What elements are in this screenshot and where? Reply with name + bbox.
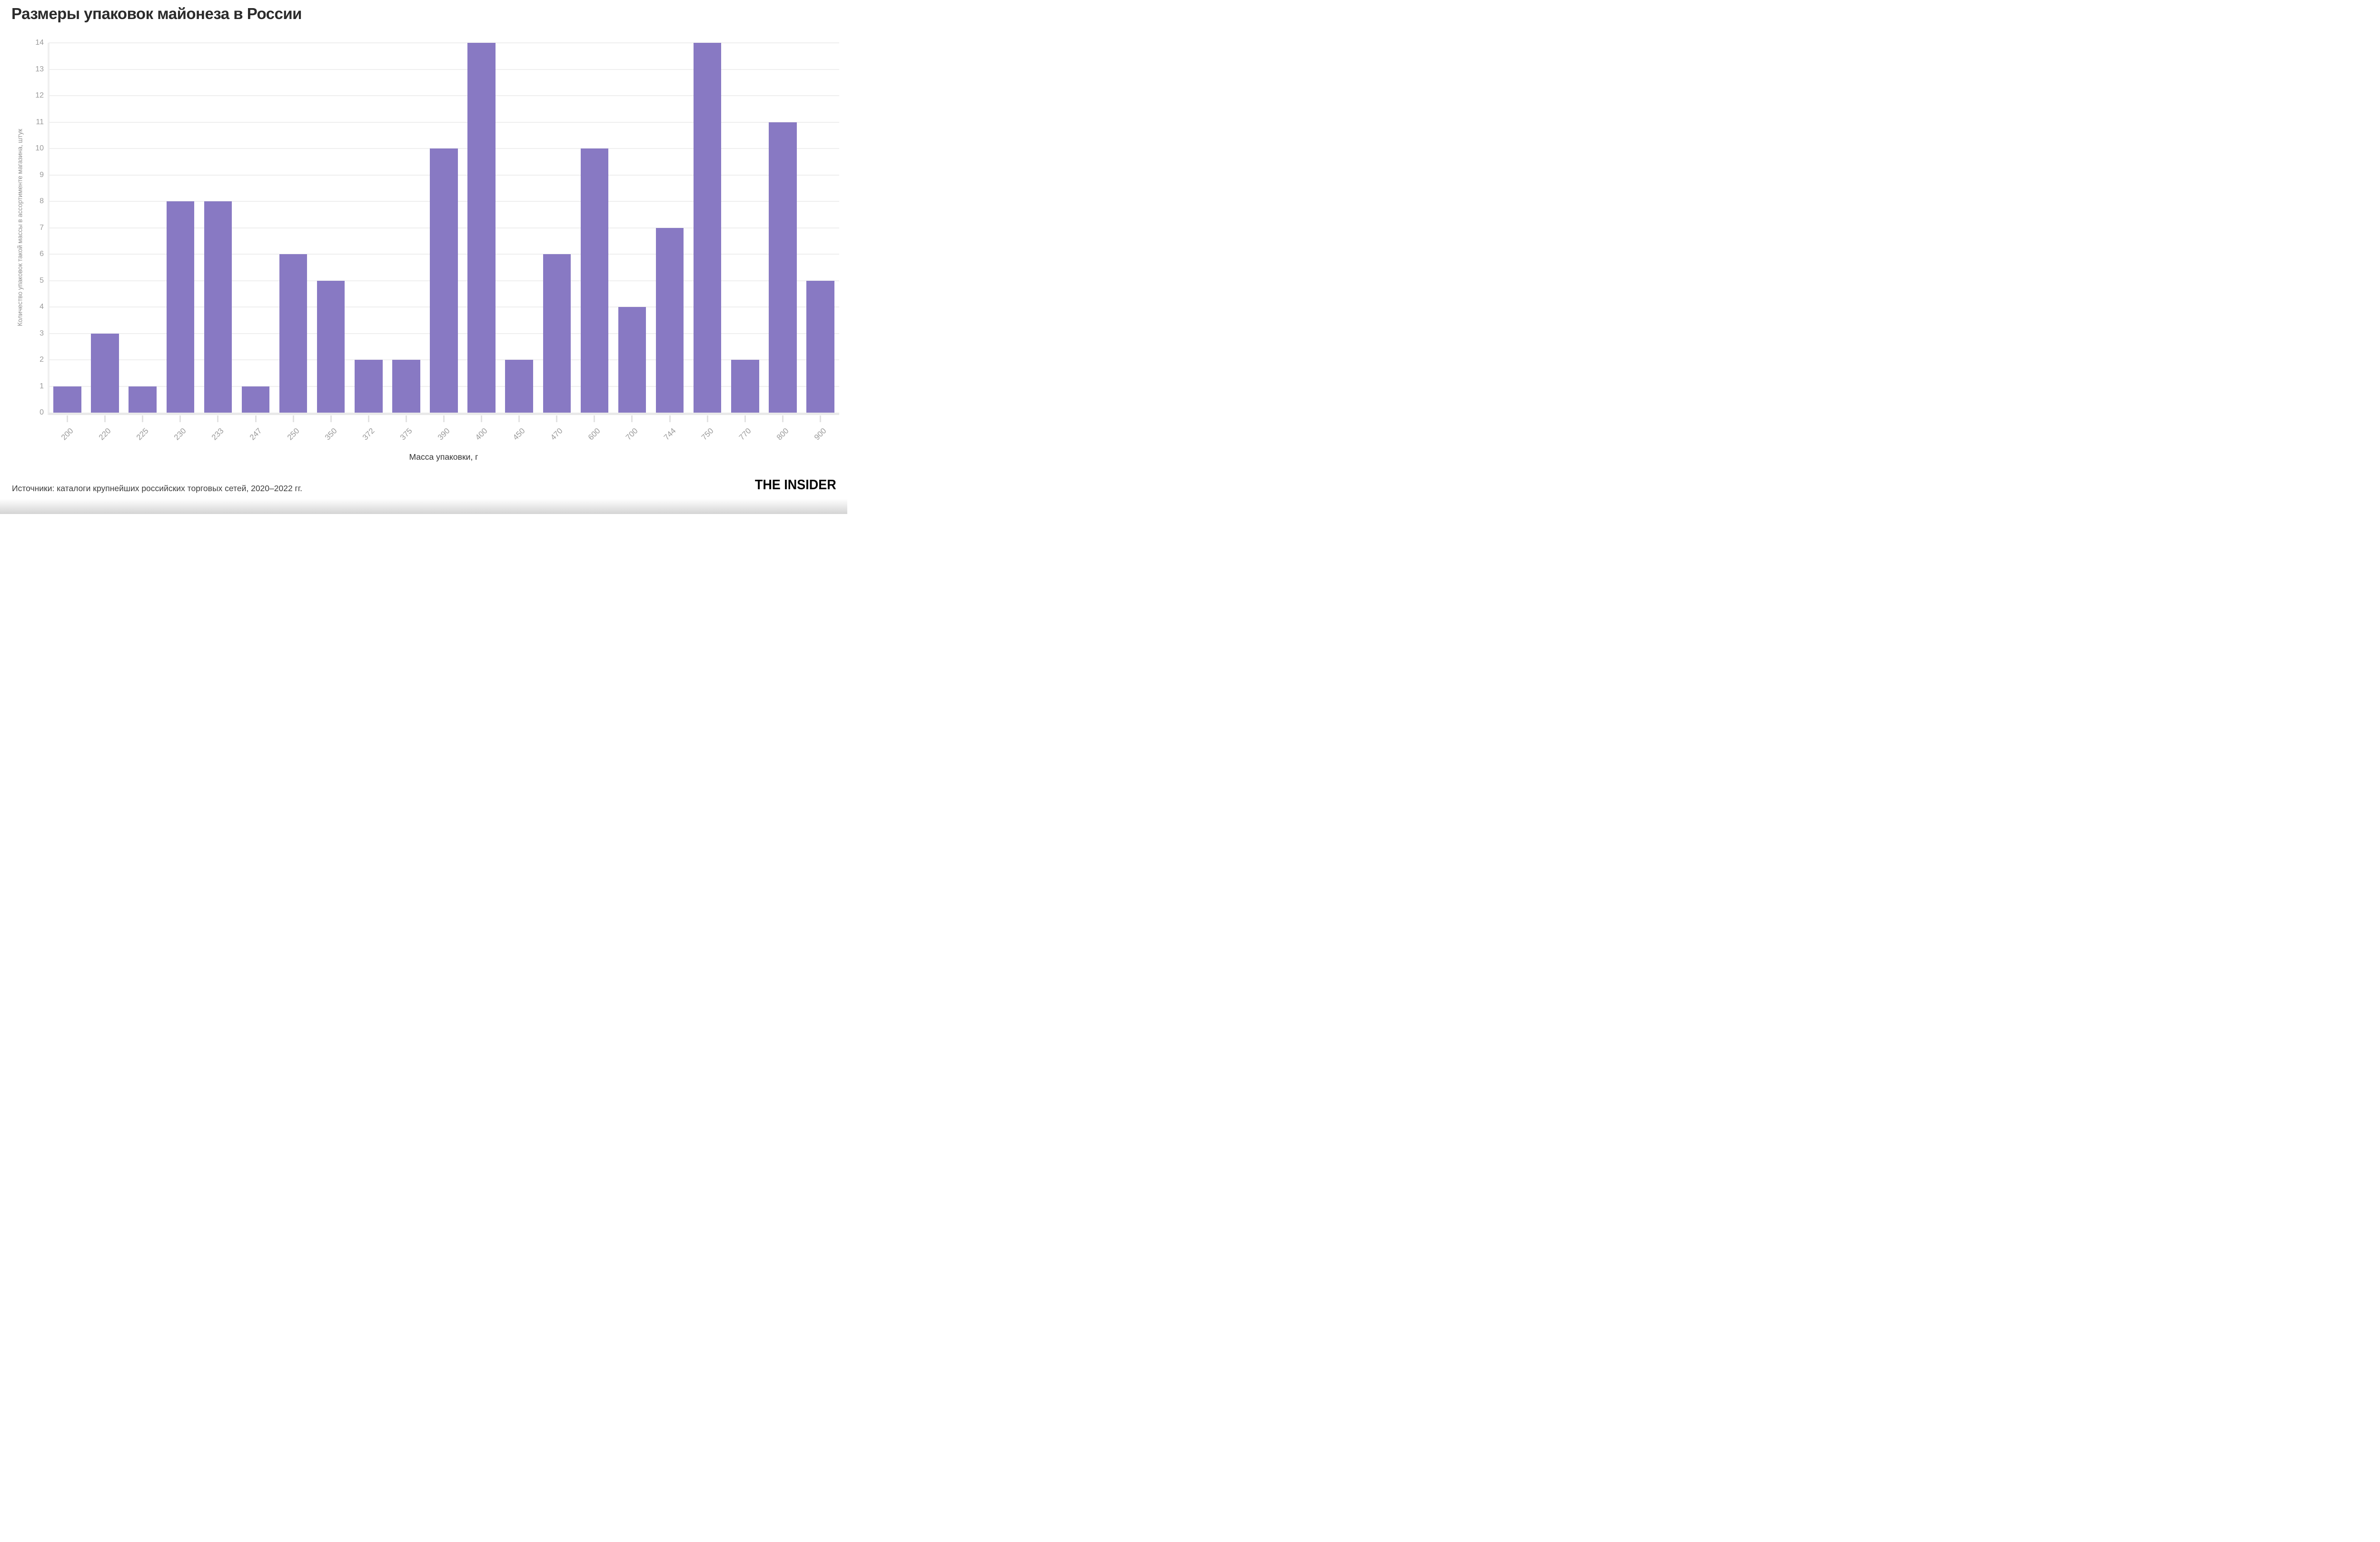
bar <box>693 43 722 413</box>
bar <box>53 386 81 413</box>
x-tick-label: 233 <box>210 426 226 442</box>
x-tick-mark <box>744 415 746 422</box>
y-tick-label: 12 <box>35 91 44 99</box>
y-tick-label: 9 <box>40 170 44 179</box>
x-axis-line <box>49 413 839 415</box>
x-tick-label: 350 <box>323 426 339 442</box>
plot-area: 0 1 2 3 4 5 6 7 8 9 10 11 12 13 14 200 220 225 230 233 247 25… <box>35 39 839 442</box>
x-tick-mark <box>179 415 181 422</box>
y-tick-label: 1 <box>40 382 44 390</box>
y-tick-label: 13 <box>35 65 44 73</box>
x-tick-label: 744 <box>662 426 678 442</box>
x-tick-mark <box>104 415 106 422</box>
x-tick-label: 750 <box>699 426 715 442</box>
x-tick-mark <box>330 415 332 422</box>
y-tick-label: 7 <box>40 223 44 232</box>
bottom-gradient <box>0 499 847 514</box>
x-tick-mark <box>556 415 558 422</box>
x-tick-label: 225 <box>135 426 150 442</box>
bar <box>430 148 458 413</box>
x-tick-label: 247 <box>248 426 264 442</box>
x-tick-mark <box>367 415 369 422</box>
x-axis-title: Масса упаковки, г <box>409 452 478 462</box>
gridline <box>49 121 839 123</box>
y-axis-line <box>48 43 50 415</box>
x-tick-mark <box>67 415 69 422</box>
chart-canvas: Размеры упаковок майонеза в России Колич… <box>0 0 847 514</box>
bar <box>769 122 797 413</box>
the-insider-logo: THE INSIDER <box>755 477 836 493</box>
bar <box>91 333 119 413</box>
x-tick-label: 390 <box>436 426 452 442</box>
x-tick-mark <box>518 415 520 422</box>
bar <box>204 201 232 413</box>
gridline <box>49 69 839 70</box>
bar <box>241 386 270 413</box>
x-tick-label: 230 <box>172 426 188 442</box>
bar <box>618 307 646 413</box>
y-tick-label: 10 <box>35 144 44 152</box>
bar <box>580 148 609 413</box>
source-caption: Источники: каталоги крупнейших российски… <box>12 484 303 493</box>
x-tick-mark <box>255 415 257 422</box>
x-tick-label: 700 <box>624 426 640 442</box>
x-tick-label: 470 <box>549 426 565 442</box>
x-tick-mark <box>481 415 483 422</box>
x-tick-label: 220 <box>97 426 113 442</box>
bar <box>655 227 684 413</box>
x-tick-label: 600 <box>586 426 602 442</box>
x-tick-mark <box>594 415 595 422</box>
x-tick-mark <box>443 415 445 422</box>
y-tick-label: 3 <box>40 329 44 337</box>
bar <box>505 360 533 413</box>
gridline <box>49 42 839 43</box>
x-tick-label: 250 <box>285 426 301 442</box>
x-tick-mark <box>217 415 219 422</box>
y-tick-label: 14 <box>35 39 44 47</box>
x-tick-label: 900 <box>813 426 828 442</box>
x-tick-mark <box>405 415 407 422</box>
y-tick-label: 8 <box>40 197 44 205</box>
chart-title: Размеры упаковок майонеза в России <box>11 5 302 22</box>
bar <box>166 201 195 413</box>
y-tick-label: 4 <box>40 303 44 311</box>
bar <box>392 360 420 413</box>
x-tick-mark <box>819 415 821 422</box>
bar <box>129 386 157 413</box>
y-tick-label: 5 <box>40 276 44 285</box>
x-tick-label: 372 <box>361 426 377 442</box>
bar <box>317 280 345 413</box>
x-tick-mark <box>669 415 671 422</box>
y-tick-label: 6 <box>40 250 44 258</box>
x-tick-mark <box>706 415 708 422</box>
y-tick-label: 2 <box>40 356 44 364</box>
bar <box>355 360 383 413</box>
y-tick-label: 11 <box>36 118 44 126</box>
x-tick-mark <box>142 415 144 422</box>
gridline <box>49 95 839 96</box>
x-tick-label: 770 <box>737 426 753 442</box>
bar <box>731 360 759 413</box>
x-tick-label: 375 <box>398 426 414 442</box>
x-tick-label: 800 <box>775 426 791 442</box>
bar <box>543 254 571 413</box>
x-tick-mark <box>631 415 633 422</box>
x-tick-mark <box>292 415 294 422</box>
bar <box>806 280 834 413</box>
x-tick-label: 200 <box>60 426 75 442</box>
bar <box>467 43 496 413</box>
bar <box>279 254 307 413</box>
y-tick-label: 0 <box>40 408 44 416</box>
x-tick-label: 400 <box>474 426 489 442</box>
x-tick-mark <box>782 415 783 422</box>
x-tick-label: 450 <box>511 426 527 442</box>
y-axis-title: Количество упаковок такой массы в ассорт… <box>16 128 24 326</box>
